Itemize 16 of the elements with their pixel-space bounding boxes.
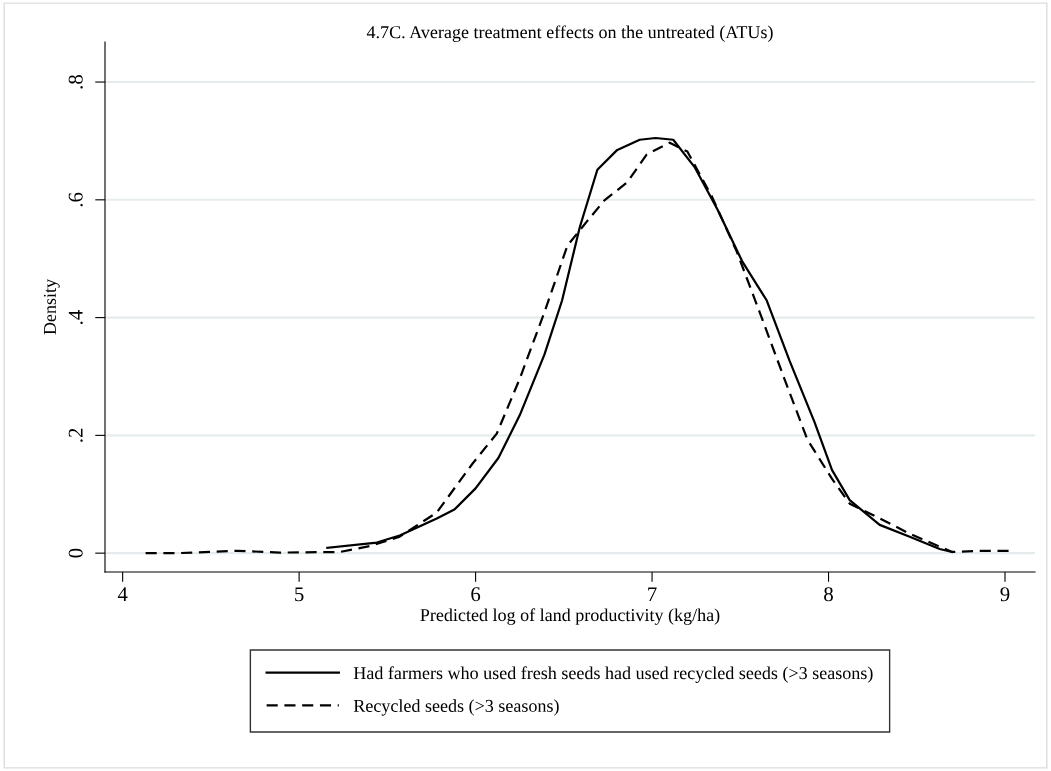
legend-label: Recycled seeds (>3 seasons) bbox=[353, 699, 559, 716]
x-tick-label: 4 bbox=[117, 587, 128, 602]
y-tick-label: 0 bbox=[68, 548, 83, 558]
x-tick-label: 6 bbox=[471, 587, 481, 602]
legend-label: Had farmers who used fresh seeds had used recycled seeds (>3 seasons) bbox=[353, 666, 873, 683]
y-tick-label: .2 bbox=[68, 428, 83, 442]
y-tick-label: .6 bbox=[68, 192, 83, 207]
chart-title: 4.7C. Average treatment effects on the untreated (ATUs) bbox=[366, 25, 773, 42]
x-tick-label: 7 bbox=[648, 587, 657, 602]
x-tick-label: 5 bbox=[295, 587, 304, 602]
x-axis-title: Predicted log of land productivity (kg/ha) bbox=[420, 608, 720, 625]
y-axis-title: Density bbox=[43, 278, 60, 335]
x-tick-label: 9 bbox=[1000, 587, 1010, 602]
x-tick-label: 8 bbox=[824, 587, 833, 602]
y-tick-label: .4 bbox=[68, 310, 83, 325]
y-tick-label: .8 bbox=[68, 75, 83, 89]
